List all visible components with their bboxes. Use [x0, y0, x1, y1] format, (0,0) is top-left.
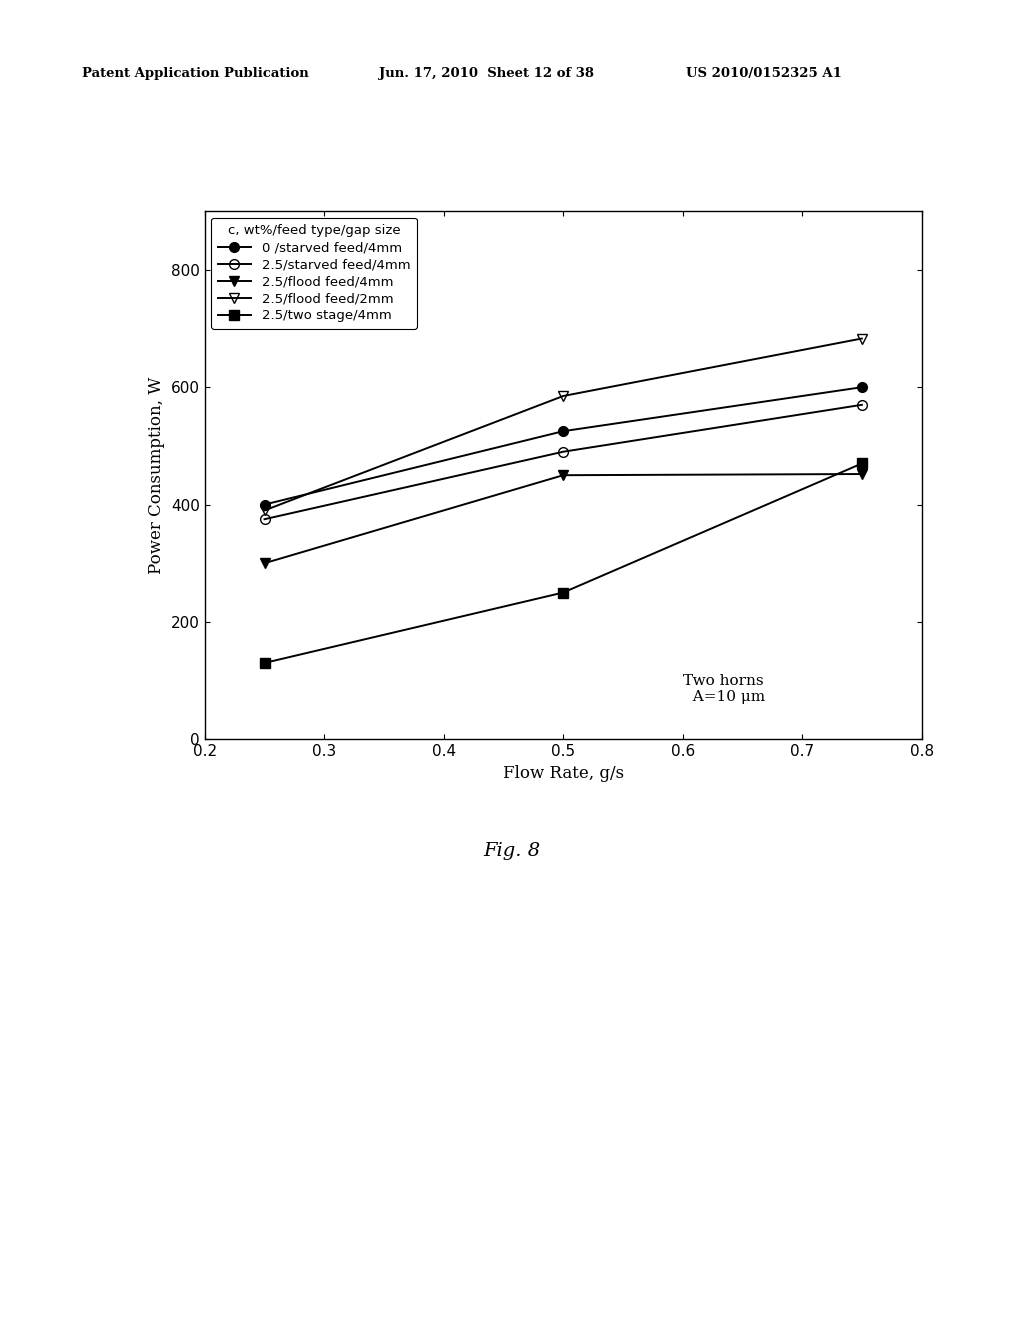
2.5/flood feed/2mm	[258, 503, 270, 519]
Line: 0 /starved feed/4mm: 0 /starved feed/4mm	[260, 383, 866, 510]
0 /starved feed/4mm	[856, 379, 868, 395]
Text: US 2010/0152325 A1: US 2010/0152325 A1	[686, 66, 842, 79]
Line: 2.5/two stage/4mm: 2.5/two stage/4mm	[260, 458, 866, 668]
2.5/flood feed/2mm	[856, 330, 868, 346]
2.5/starved feed/4mm	[557, 444, 569, 459]
2.5/flood feed/4mm	[258, 556, 270, 572]
Legend: 0 /starved feed/4mm, 2.5/starved feed/4mm, 2.5/flood feed/4mm, 2.5/flood feed/2m: 0 /starved feed/4mm, 2.5/starved feed/4m…	[211, 218, 417, 329]
Text: Two horns
  A=10 μm: Two horns A=10 μm	[683, 673, 765, 704]
Line: 2.5/flood feed/2mm: 2.5/flood feed/2mm	[260, 334, 866, 515]
2.5/two stage/4mm	[557, 585, 569, 601]
Line: 2.5/flood feed/4mm: 2.5/flood feed/4mm	[260, 469, 866, 568]
2.5/two stage/4mm	[856, 455, 868, 471]
Text: Jun. 17, 2010  Sheet 12 of 38: Jun. 17, 2010 Sheet 12 of 38	[379, 66, 594, 79]
2.5/flood feed/2mm	[557, 388, 569, 404]
0 /starved feed/4mm	[258, 496, 270, 512]
2.5/starved feed/4mm	[258, 511, 270, 527]
X-axis label: Flow Rate, g/s: Flow Rate, g/s	[503, 764, 624, 781]
Text: Fig. 8: Fig. 8	[483, 842, 541, 861]
2.5/flood feed/4mm	[856, 466, 868, 482]
Y-axis label: Power Consumption, W: Power Consumption, W	[148, 376, 166, 574]
Line: 2.5/starved feed/4mm: 2.5/starved feed/4mm	[260, 400, 866, 524]
2.5/flood feed/4mm	[557, 467, 569, 483]
0 /starved feed/4mm	[557, 424, 569, 440]
2.5/two stage/4mm	[258, 655, 270, 671]
2.5/starved feed/4mm	[856, 397, 868, 413]
Text: Patent Application Publication: Patent Application Publication	[82, 66, 308, 79]
